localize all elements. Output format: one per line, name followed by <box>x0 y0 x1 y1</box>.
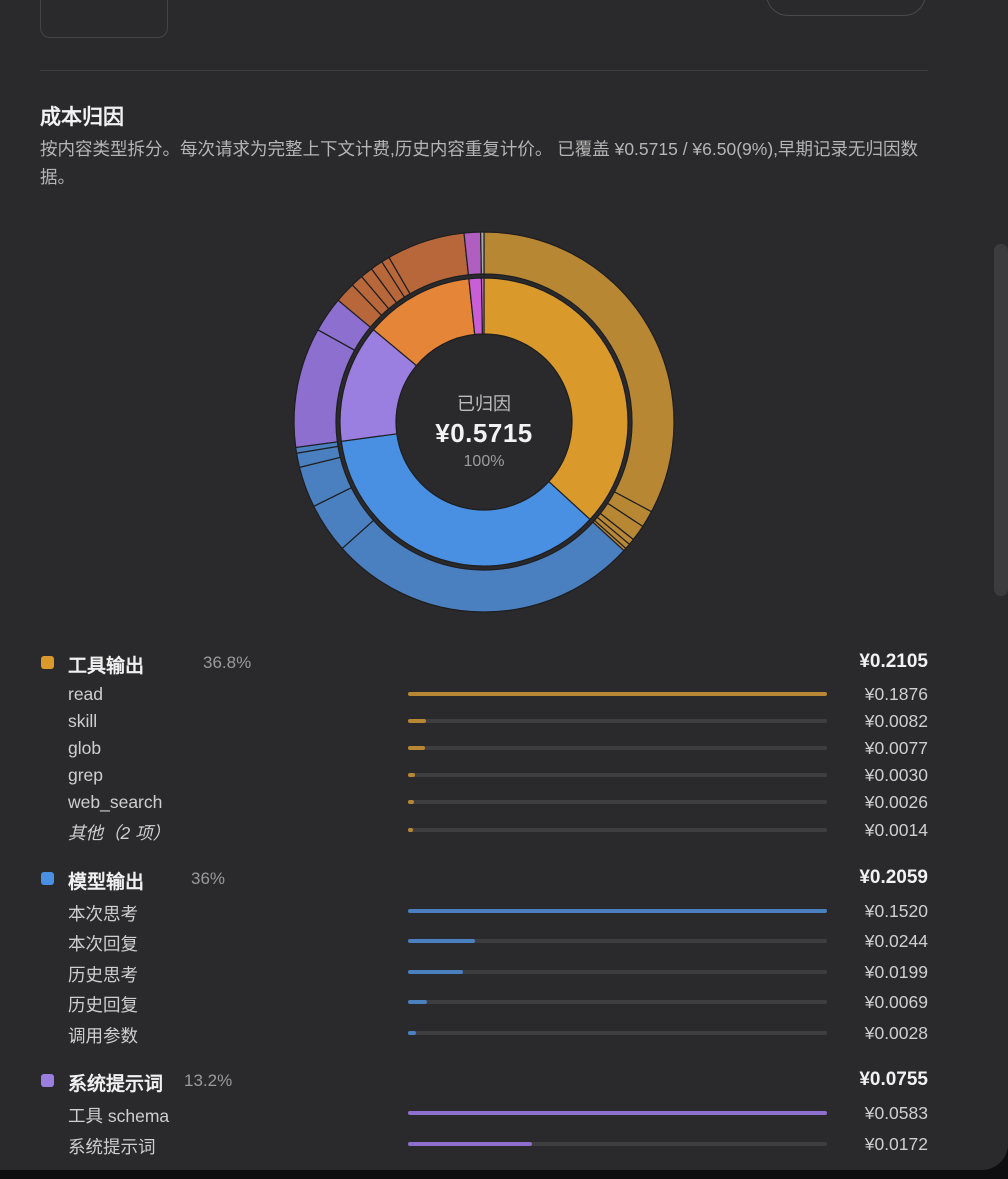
item-bar-track <box>408 1031 827 1035</box>
donut-inner-segment[interactable] <box>480 277 485 335</box>
item-value: ¥0.0199 <box>864 962 928 982</box>
center-value: ¥0.5715 <box>435 418 533 448</box>
item-bar-fill <box>408 939 476 943</box>
item-name: read <box>68 684 104 704</box>
item-name: skill <box>68 711 98 731</box>
item-name: 历史思考 <box>68 965 138 985</box>
center-label: 已归因 <box>457 394 511 414</box>
item-name: 本次思考 <box>68 904 138 924</box>
item-bar-track <box>408 1000 827 1004</box>
item-value: ¥0.0069 <box>864 992 928 1012</box>
item-bar-fill <box>408 773 415 777</box>
item-value: ¥0.0172 <box>864 1134 928 1154</box>
cost-donut-chart <box>293 231 675 613</box>
top-left-button[interactable] <box>40 0 168 38</box>
list-item: skill ¥0.0082 <box>68 711 928 733</box>
item-name: grep <box>68 765 104 785</box>
item-value: ¥0.0244 <box>864 931 928 951</box>
donut-outer-segment[interactable] <box>480 231 485 275</box>
item-bar-fill <box>408 746 426 750</box>
item-bar-fill <box>408 800 414 804</box>
group-name: 系统提示词 <box>68 1074 164 1095</box>
item-name: glob <box>68 738 102 758</box>
list-item: 历史思考 ¥0.0199 <box>68 962 928 985</box>
donut-center: 已归因 ¥0.5715 100% <box>384 390 584 471</box>
item-bar-track <box>408 828 827 832</box>
list-item: 历史回复 ¥0.0069 <box>68 992 928 1015</box>
group-name: 工具输出 <box>68 656 145 677</box>
group-percent: 36% <box>191 869 226 888</box>
group-header-tool-output[interactable]: 工具输出 36.8% ¥0.2105 <box>40 651 928 677</box>
scrollbar[interactable] <box>994 244 1008 596</box>
item-value: ¥0.0583 <box>864 1103 928 1123</box>
item-value: ¥0.0026 <box>864 792 928 812</box>
item-bar-track <box>408 970 827 974</box>
group-header-model-output[interactable]: 模型输出 36% ¥0.2059 <box>40 867 928 893</box>
group-value: ¥0.2059 <box>859 867 928 888</box>
list-item: 本次回复 ¥0.0244 <box>68 931 928 954</box>
item-bar-fill <box>408 692 827 696</box>
group-color-swatch <box>41 872 54 885</box>
section-description: 按内容类型拆分。每次请求为完整上下文计费,历史内容重复计价。 已覆盖 ¥0.57… <box>40 139 919 187</box>
list-item: web_search ¥0.0026 <box>68 792 928 814</box>
item-bar-fill <box>408 1111 827 1115</box>
item-value: ¥0.0014 <box>864 820 928 840</box>
item-value: ¥0.0030 <box>864 765 928 785</box>
list-item: 其他（2 项） ¥0.0014 <box>68 820 928 843</box>
center-percent: 100% <box>463 453 505 470</box>
item-bar-track <box>408 1111 827 1115</box>
group-color-swatch <box>41 656 54 669</box>
list-item: read ¥0.1876 <box>68 684 928 706</box>
item-bar-track <box>408 909 827 913</box>
item-value: ¥0.0028 <box>864 1023 928 1043</box>
item-bar-track <box>408 692 827 696</box>
item-bar-track <box>408 800 827 804</box>
list-item: 调用参数 ¥0.0028 <box>68 1023 928 1046</box>
item-value: ¥0.1520 <box>864 901 928 921</box>
item-name: 本次回复 <box>68 934 138 954</box>
item-bar-fill <box>408 1142 532 1146</box>
group-header-system-prompt[interactable]: 系统提示词 13.2% ¥0.0755 <box>40 1069 928 1095</box>
item-bar-track <box>408 1142 827 1146</box>
list-item: 系统提示词 ¥0.0172 <box>68 1134 928 1157</box>
donut-hole <box>397 335 571 509</box>
group-percent: 13.2% <box>184 1071 233 1090</box>
item-value: ¥0.0077 <box>864 738 928 758</box>
list-item: glob ¥0.0077 <box>68 738 928 760</box>
section-title: 成本归因 <box>40 106 124 129</box>
item-name: 系统提示词 <box>68 1137 156 1157</box>
group-percent: 36.8% <box>203 653 252 672</box>
item-name: 其他（2 项） <box>68 823 171 843</box>
top-right-button[interactable] <box>766 0 926 16</box>
item-bar-fill <box>408 909 827 913</box>
item-bar-track <box>408 773 827 777</box>
item-bar-fill <box>408 1031 416 1035</box>
item-bar-track <box>408 746 827 750</box>
list-item: 工具 schema ¥0.0583 <box>68 1103 928 1126</box>
list-item: grep ¥0.0030 <box>68 765 928 787</box>
item-name: 调用参数 <box>68 1026 138 1046</box>
item-name: 历史回复 <box>68 995 138 1015</box>
item-bar-track <box>408 719 827 723</box>
item-bar-fill <box>408 970 463 974</box>
group-color-swatch <box>41 1074 54 1087</box>
item-value: ¥0.1876 <box>864 684 928 704</box>
item-bar-track <box>408 939 827 943</box>
group-name: 模型输出 <box>68 872 145 893</box>
item-name: 工具 schema <box>68 1106 170 1126</box>
group-value: ¥0.0755 <box>859 1069 928 1090</box>
divider <box>40 70 928 71</box>
item-name: web_search <box>68 792 163 812</box>
list-item: 本次思考 ¥0.1520 <box>68 901 928 924</box>
donut-inner-segment[interactable] <box>483 277 629 521</box>
group-value: ¥0.2105 <box>859 651 928 672</box>
item-value: ¥0.0082 <box>864 711 928 731</box>
item-bar-fill <box>408 719 427 723</box>
donut-inner-segment[interactable] <box>340 433 591 567</box>
item-bar-fill <box>408 1000 428 1004</box>
item-bar-fill <box>408 828 414 832</box>
